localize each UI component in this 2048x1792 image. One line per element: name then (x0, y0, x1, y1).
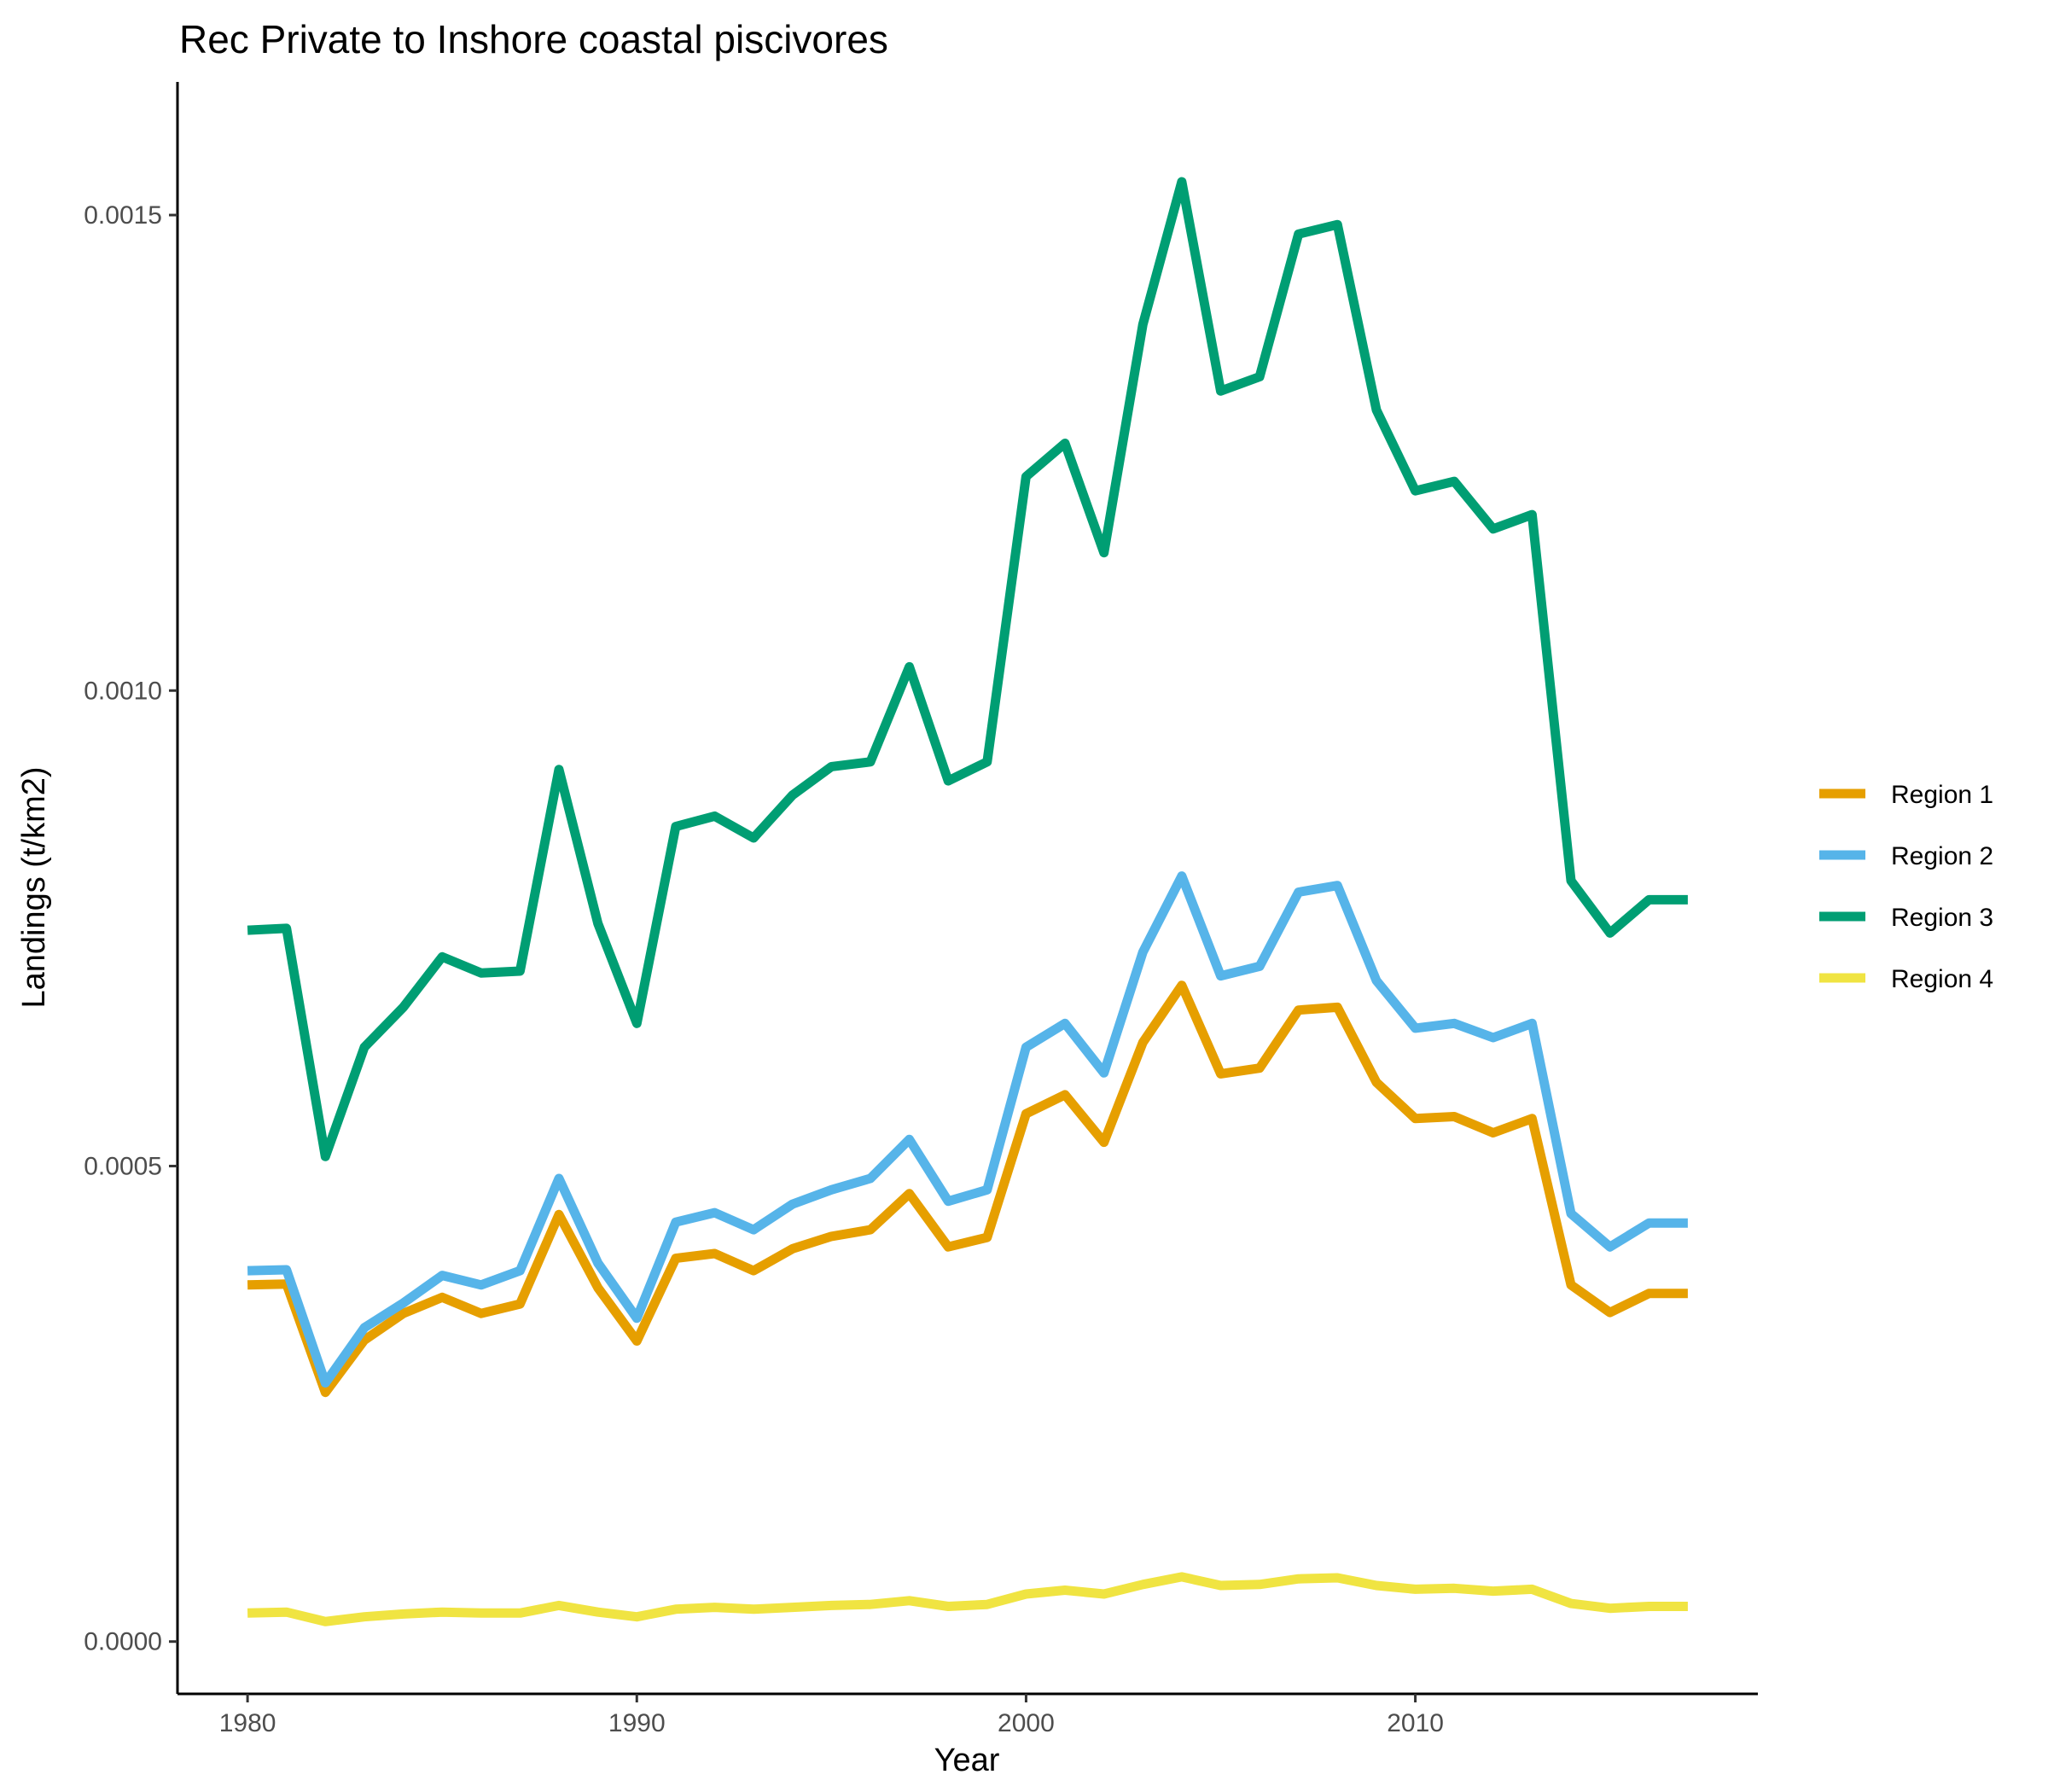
series-line-region-3 (247, 177, 1688, 1161)
legend-label: Region 2 (1891, 842, 1993, 870)
series-line-region-4 (247, 1572, 1688, 1626)
legend-label: Region 1 (1891, 781, 1993, 809)
y-axis-ticks: 0.0000 0.0005 0.0010 0.0015 (84, 201, 177, 1656)
x-tick-label: 1990 (608, 1709, 666, 1737)
legend-label: Region 3 (1891, 904, 1993, 932)
x-tick-label: 2010 (1387, 1709, 1444, 1737)
y-tick-label: 0.0015 (84, 201, 162, 230)
x-axis-label: Year (934, 1743, 1000, 1778)
x-tick-label: 2000 (998, 1709, 1055, 1737)
plot-area (247, 177, 1688, 1626)
y-tick-label: 0.0000 (84, 1628, 162, 1656)
chart-title: Rec Private to Inshore coastal piscivore… (179, 17, 888, 61)
y-axis-label: Landings (t/km2) (16, 766, 52, 1008)
legend-label: Region 4 (1891, 965, 1993, 993)
legend: Region 1 Region 2 Region 3 Region 4 (1819, 781, 1993, 993)
x-tick-label: 1980 (219, 1709, 276, 1737)
series-line-region-2 (247, 871, 1688, 1388)
series-line-region-1 (247, 980, 1688, 1398)
x-axis-ticks: 1980 1990 2000 2010 (219, 1694, 1444, 1737)
y-tick-label: 0.0005 (84, 1152, 162, 1180)
y-tick-label: 0.0010 (84, 677, 162, 705)
